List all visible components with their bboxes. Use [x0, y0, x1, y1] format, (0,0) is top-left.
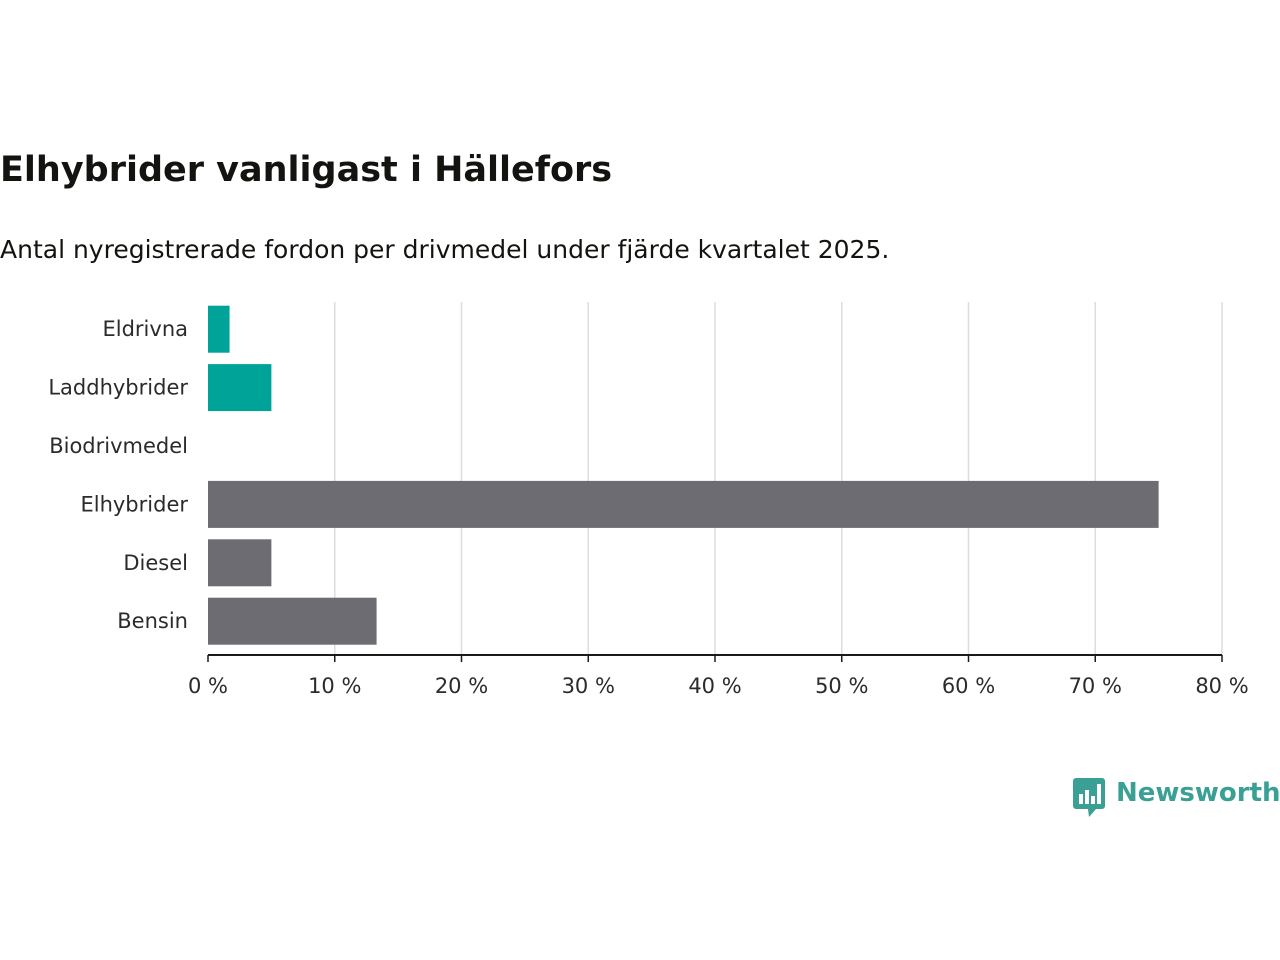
- category-labels: Eldrivna Laddhybrider Biodrivmedel Elhybrid…: [48, 317, 188, 633]
- x-tick-label: 0 %: [188, 674, 228, 698]
- newsworthy-logo: Newsworthy: [1072, 776, 1280, 818]
- x-tick-label: 40 %: [688, 674, 741, 698]
- brand-name: Newsworthy: [1116, 778, 1280, 808]
- category-label: Bensin: [117, 609, 188, 633]
- x-tick-label: 60 %: [942, 674, 995, 698]
- category-label: Diesel: [123, 551, 188, 575]
- x-tick-label: 20 %: [435, 674, 488, 698]
- category-label: Eldrivna: [102, 317, 188, 341]
- x-tick-label: 30 %: [562, 674, 615, 698]
- bar-chart-speech-bubble-icon: [1073, 778, 1105, 817]
- category-label: Laddhybrider: [48, 376, 188, 400]
- chart-title: Elhybrider vanligast i Hällefors: [0, 150, 613, 190]
- bar-diesel: [208, 539, 272, 587]
- bar-laddhybrider: [208, 364, 272, 412]
- grid-lines: [334, 302, 1223, 655]
- bar-elhybrider: [208, 480, 1159, 528]
- x-tick-label: 10 %: [308, 674, 361, 698]
- x-tick-label: 70 %: [1069, 674, 1122, 698]
- category-label: Elhybrider: [80, 492, 188, 516]
- bar-eldrivna: [208, 305, 230, 353]
- x-axis: 0 % 10 % 20 % 30 % 40 % 50 % 60 % 70 % 80 %: [188, 654, 1249, 698]
- chart-subtitle: Antal nyregistrerade fordon per drivmede…: [0, 235, 890, 264]
- x-tick-label: 50 %: [815, 674, 868, 698]
- bar-bensin: [208, 597, 377, 645]
- bars: [208, 305, 1159, 645]
- x-tick-label: 80 %: [1195, 674, 1248, 698]
- category-label: Biodrivmedel: [49, 434, 188, 458]
